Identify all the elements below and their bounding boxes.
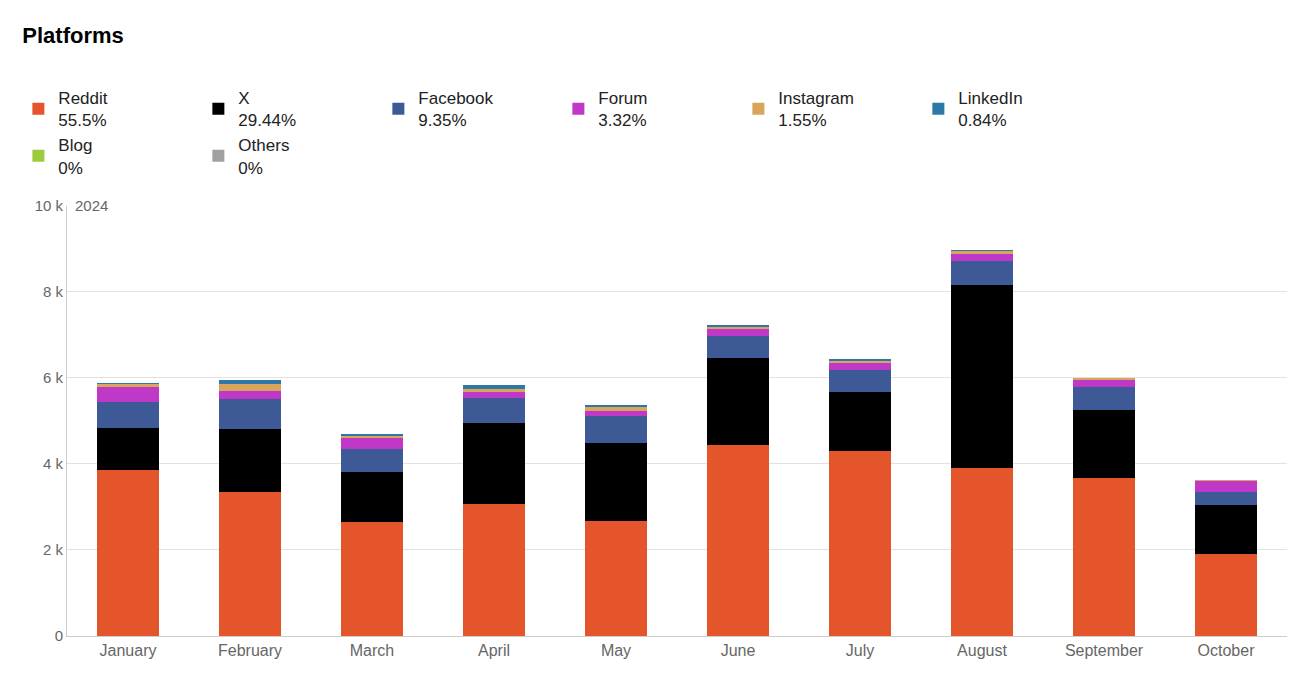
svg-text:January: January (100, 642, 157, 659)
svg-text:2 k: 2 k (43, 541, 64, 558)
svg-text:October: October (1198, 642, 1256, 659)
svg-text:Others0%: Others0% (238, 136, 289, 177)
svg-text:August: August (957, 642, 1007, 659)
svg-text:2024: 2024 (75, 197, 108, 214)
svg-text:Reddit55.5%: Reddit55.5% (58, 89, 107, 130)
svg-text:X29.44%: X29.44% (238, 89, 296, 130)
svg-text:0: 0 (55, 627, 63, 644)
svg-text:June: June (721, 642, 756, 659)
svg-text:February: February (218, 642, 282, 659)
svg-text:10 k: 10 k (35, 197, 64, 214)
svg-text:May: May (601, 642, 631, 659)
svg-text:Forum3.32%: Forum3.32% (598, 89, 647, 130)
svg-text:March: March (350, 642, 394, 659)
svg-text:Instagram1.55%: Instagram1.55% (778, 89, 854, 130)
svg-text:6 k: 6 k (43, 369, 64, 386)
svg-text:July: July (846, 642, 874, 659)
svg-text:4 k: 4 k (43, 455, 64, 472)
svg-text:8 k: 8 k (43, 283, 64, 300)
svg-text:LinkedIn0.84%: LinkedIn0.84% (958, 89, 1022, 130)
svg-text:September: September (1065, 642, 1144, 659)
svg-text:Platforms: Platforms (22, 23, 123, 48)
svg-text:Facebook9.35%: Facebook9.35% (418, 89, 493, 130)
svg-text:April: April (478, 642, 510, 659)
svg-text:Blog0%: Blog0% (58, 136, 92, 177)
